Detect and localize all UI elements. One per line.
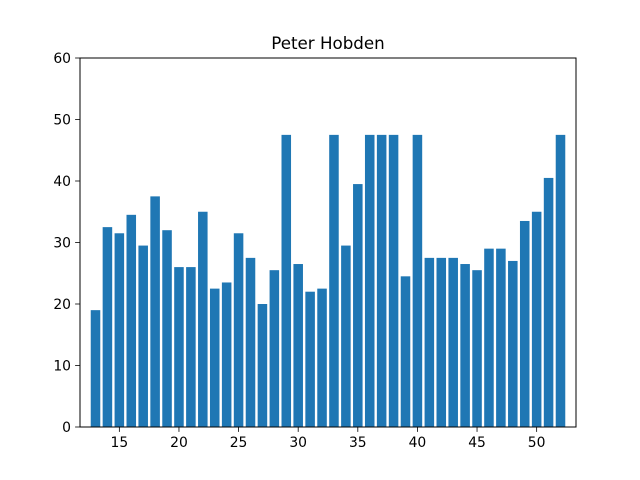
- x-tick-label: 50: [528, 435, 546, 451]
- y-tick-label: 0: [62, 420, 71, 436]
- bar-26: [245, 257, 256, 427]
- bar-49: [519, 220, 530, 427]
- bar-40: [412, 134, 423, 427]
- y-tick-label: 10: [53, 359, 71, 375]
- bar-42: [436, 257, 447, 427]
- y-tick-label: 60: [53, 51, 71, 67]
- bar-48: [508, 260, 518, 427]
- bar-34: [341, 245, 351, 427]
- bar-36: [364, 134, 375, 427]
- bar-17: [138, 245, 148, 427]
- x-tick-label: 35: [349, 435, 367, 451]
- bar-29: [281, 134, 292, 427]
- bar-35: [353, 184, 363, 427]
- x-tick-label: 45: [468, 435, 486, 451]
- bar-37: [376, 134, 387, 427]
- bar-19: [162, 230, 172, 427]
- y-tick-label: 50: [53, 113, 71, 129]
- bar-14: [102, 227, 113, 427]
- bar-25: [233, 233, 244, 427]
- bar-45: [472, 270, 482, 427]
- bar-32: [317, 288, 327, 427]
- bar-38: [388, 134, 399, 427]
- bar-50: [531, 211, 542, 427]
- bar-13: [90, 310, 101, 427]
- bar-23: [209, 288, 220, 427]
- bars-group: [90, 134, 566, 427]
- bar-47: [496, 248, 506, 427]
- bar-21: [186, 267, 196, 427]
- plot-frame: [79, 57, 577, 428]
- bar-24: [221, 282, 232, 427]
- y-tick-label: 30: [53, 236, 71, 252]
- bar-44: [460, 264, 470, 427]
- bar-51: [543, 177, 554, 427]
- x-tick-label: 20: [170, 435, 188, 451]
- bar-46: [484, 248, 494, 427]
- bar-31: [305, 291, 315, 427]
- bar-43: [448, 257, 458, 427]
- bar-28: [269, 270, 280, 427]
- bar-27: [257, 304, 268, 427]
- x-axis: 15 20 25 30 35 40 45 50: [111, 427, 546, 451]
- bar-41: [424, 257, 435, 427]
- bar-52: [555, 134, 566, 427]
- x-tick-label: 30: [289, 435, 307, 451]
- x-tick-label: 40: [409, 435, 427, 451]
- bar-22: [198, 211, 208, 427]
- x-tick-label: 25: [230, 435, 248, 451]
- bar-15: [114, 233, 125, 427]
- bar-30: [293, 264, 303, 427]
- y-tick-label: 40: [53, 174, 71, 190]
- bar-16: [126, 214, 137, 427]
- bar-18: [150, 196, 160, 427]
- x-tick-label: 15: [111, 435, 129, 451]
- y-axis: 0 10 20 30 40 50 60: [53, 51, 80, 436]
- y-tick-label: 20: [53, 297, 71, 313]
- bar-39: [400, 276, 411, 427]
- bar-20: [174, 267, 184, 427]
- chart-title: Peter Hobden: [271, 33, 385, 53]
- bar-33: [329, 134, 339, 427]
